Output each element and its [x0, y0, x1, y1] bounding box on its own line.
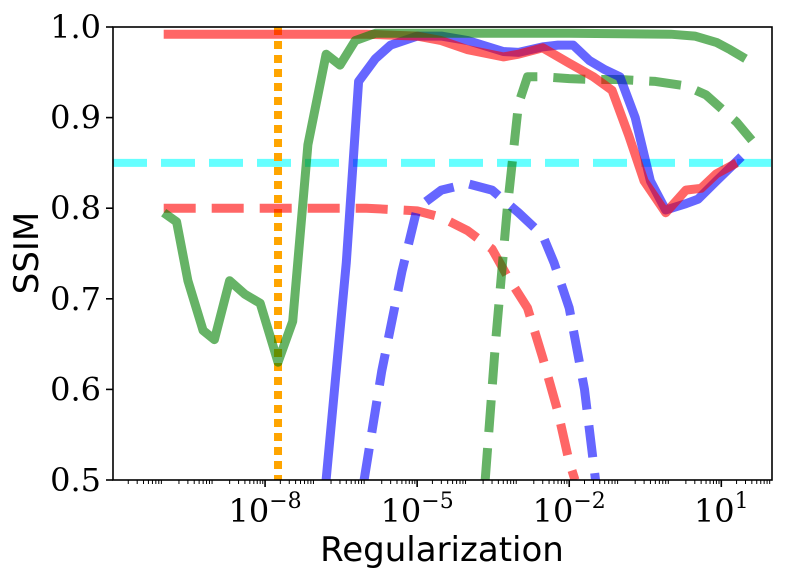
series-line-3 [163, 203, 580, 480]
y-axis-ticks: 0.5 0.6 0.7 0.8 0.9 1.0 [50, 8, 113, 499]
x-tick-label-base-0: 10 [228, 492, 269, 530]
y-axis-label: SSIM [7, 212, 47, 295]
y-tick-label-0: 0.5 [50, 461, 101, 499]
x-tick-label-exponent-1: −5 [421, 489, 453, 514]
x-tick-label-base-2: 10 [533, 492, 574, 530]
x-tick-label-exponent-0: −8 [269, 489, 301, 514]
series-line-5 [480, 72, 756, 480]
y-tick-label-4: 0.9 [50, 99, 101, 137]
plot-frame [112, 26, 773, 481]
x-tick-label-0: 10−8 [228, 489, 301, 530]
x-tick-label-2: 10−2 [533, 489, 606, 530]
series-line-2 [161, 28, 748, 367]
y-tick-label-3: 0.8 [50, 189, 101, 227]
x-tick-label-exponent-3: 1 [735, 489, 749, 514]
x-tick-label-base-3: 10 [694, 492, 735, 530]
series-line-4 [359, 179, 600, 480]
series-line-1 [321, 31, 745, 480]
x-tick-label-3: 101 [694, 489, 749, 530]
y-tick-label-1: 0.6 [50, 370, 101, 408]
x-tick-label-1: 10−5 [381, 489, 454, 530]
x-axis-label: Regularization [320, 530, 564, 570]
y-tick-label-2: 0.7 [50, 280, 101, 318]
x-axis-ticks: 10−8 10−5 10−2 101 [127, 480, 771, 530]
x-tick-label-base-1: 10 [381, 492, 422, 530]
series-lines [161, 28, 756, 480]
reference-lines [113, 27, 772, 480]
x-tick-label-exponent-2: −2 [573, 489, 605, 514]
y-tick-label-5: 1.0 [50, 8, 101, 46]
